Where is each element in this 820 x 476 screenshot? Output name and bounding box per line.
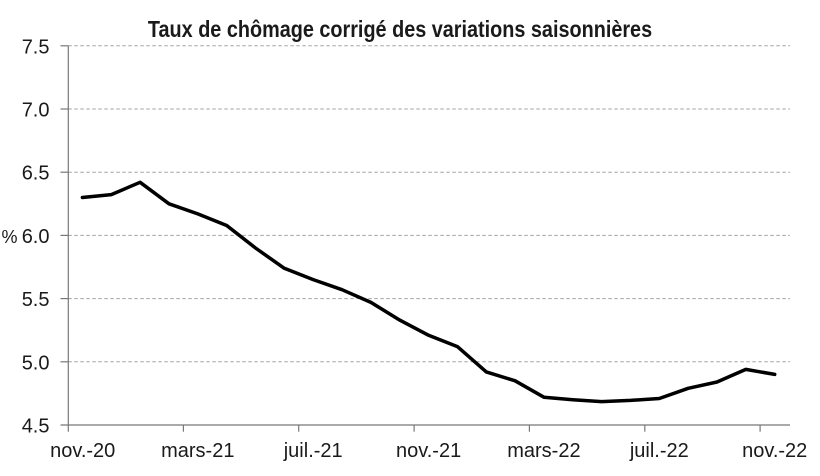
svg-text:nov.-20: nov.-20 bbox=[50, 440, 115, 462]
svg-text:mars-21: mars-21 bbox=[161, 440, 234, 462]
svg-text:%: % bbox=[2, 227, 18, 247]
svg-text:7.5: 7.5 bbox=[22, 36, 50, 58]
svg-text:4.5: 4.5 bbox=[22, 416, 50, 438]
svg-text:mars-22: mars-22 bbox=[507, 440, 580, 462]
svg-text:6.0: 6.0 bbox=[22, 226, 50, 248]
svg-text:juil.-21: juil.-21 bbox=[283, 440, 343, 462]
svg-text:6.5: 6.5 bbox=[22, 163, 50, 185]
svg-text:nov.-22: nov.-22 bbox=[742, 440, 807, 462]
svg-text:5.5: 5.5 bbox=[22, 289, 50, 311]
svg-text:juil.-22: juil.-22 bbox=[629, 440, 689, 462]
svg-text:7.0: 7.0 bbox=[22, 100, 50, 122]
svg-text:5.0: 5.0 bbox=[22, 352, 50, 374]
svg-text:Taux de chômage corrigé des va: Taux de chômage corrigé des variations s… bbox=[148, 17, 652, 43]
svg-text:nov.-21: nov.-21 bbox=[396, 440, 461, 462]
